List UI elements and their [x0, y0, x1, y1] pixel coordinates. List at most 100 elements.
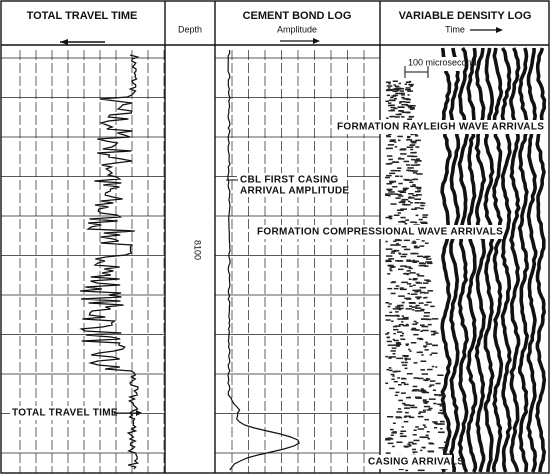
vdl-speckle	[394, 116, 400, 118]
vdl-speckle	[404, 272, 407, 275]
vdl-speckle	[389, 172, 396, 175]
vdl-speckle	[392, 90, 398, 92]
vdl-speckle	[412, 434, 417, 436]
vdl-speckle	[394, 146, 398, 148]
vdl-speckle	[413, 241, 417, 244]
vdl-speckle	[406, 270, 411, 272]
vdl-speckle	[412, 194, 418, 197]
vdl-speckle	[389, 181, 394, 184]
vdl-speckle	[395, 113, 402, 116]
vdl-speckle	[397, 331, 403, 333]
vdl-speckle	[397, 318, 404, 320]
vdl-speckle	[413, 245, 418, 247]
arrow-head	[136, 410, 142, 416]
vdl-speckle	[392, 338, 395, 341]
vdl-speckle	[385, 260, 392, 263]
vdl-speckle	[399, 432, 404, 435]
vdl-speckle	[411, 142, 417, 144]
vdl-speckle	[400, 92, 405, 95]
vdl-speckle	[389, 356, 396, 358]
vdl-speckle	[400, 335, 404, 337]
vdl-speckle	[427, 438, 430, 440]
vdl-speckle	[418, 302, 424, 304]
vdl-speckle	[417, 190, 421, 192]
vdl-speckle	[415, 397, 422, 399]
vdl-speckle	[386, 94, 391, 97]
vdl-speckle	[387, 102, 392, 104]
vdl-speckle	[423, 345, 428, 347]
vdl-speckle	[385, 333, 389, 335]
vdl-speckle	[408, 196, 412, 198]
vdl-speckle	[407, 443, 411, 445]
vdl-speckle	[385, 100, 390, 102]
vdl-speckle	[423, 402, 428, 404]
vdl-speckle	[403, 204, 411, 206]
vdl-speckle	[386, 117, 389, 119]
label-bg	[393, 57, 461, 71]
vdl-speckle	[388, 83, 391, 85]
vdl-speckle	[398, 295, 405, 297]
vdl-speckle	[405, 87, 411, 89]
vdl-speckle	[385, 452, 391, 454]
vdl-speckle	[398, 468, 404, 471]
vdl-speckle	[409, 272, 416, 274]
vdl-speckle	[398, 399, 403, 402]
vdl-speckle	[416, 337, 423, 340]
vdl-speckle	[390, 96, 394, 99]
vdl-speckle	[402, 364, 408, 366]
vdl-speckle	[427, 368, 433, 371]
vdl-speckle	[395, 345, 400, 347]
vdl-speckle	[414, 135, 419, 137]
vdl-speckle	[387, 144, 395, 146]
vdl-speckle	[420, 360, 427, 362]
vdl-speckle	[412, 385, 418, 388]
vdl-speckle	[391, 266, 396, 268]
vdl-speckle	[424, 418, 429, 421]
vdl-speckle	[386, 368, 390, 371]
vdl-speckle	[386, 89, 393, 91]
vdl-speckle	[424, 296, 428, 299]
vdl-speckle	[387, 87, 391, 89]
vdl-speckle	[398, 384, 402, 386]
vdl-speckle	[393, 214, 400, 216]
vdl-speckle	[404, 407, 408, 409]
vdl-speckle	[410, 406, 418, 409]
annotation: TOTAL TRAVEL TIME	[12, 408, 118, 419]
vdl-speckle	[439, 405, 444, 407]
vdl-speckle	[423, 312, 431, 314]
vdl-speckle	[400, 200, 406, 203]
vdl-speckle	[396, 307, 404, 310]
vdl-speckle	[422, 329, 429, 332]
vdl-speckle	[419, 194, 422, 196]
vdl-speckle	[404, 83, 408, 85]
vdl-speckle	[401, 361, 405, 364]
vdl-speckle	[387, 273, 391, 275]
vdl-speckle	[400, 148, 407, 150]
vdl-speckle	[389, 217, 393, 220]
vdl-speckle	[410, 329, 418, 331]
vdl-speckle	[398, 323, 404, 326]
vdl-speckle	[390, 281, 396, 284]
vdl-speckle	[420, 221, 427, 224]
vdl-speckle	[392, 88, 398, 91]
vdl-speckle	[390, 193, 398, 195]
vdl-speckle	[390, 169, 398, 172]
vdl-speckle	[397, 170, 401, 172]
vdl-speckle	[386, 85, 393, 87]
vdl-speckle	[411, 108, 415, 110]
vdl-speckle	[409, 350, 412, 352]
vdl-speckle	[405, 219, 410, 221]
vdl-speckle	[430, 330, 437, 333]
vdl-speckle	[405, 266, 411, 268]
vdl-speckle	[385, 193, 392, 195]
vdl-speckle	[400, 153, 407, 155]
vdl-speckle	[429, 380, 436, 382]
vdl-speckle	[389, 140, 395, 142]
vdl-speckle	[402, 317, 408, 319]
vdl-speckle	[413, 151, 417, 154]
vdl-speckle	[437, 403, 443, 405]
vdl-speckle	[432, 421, 438, 423]
vdl-speckle	[440, 420, 445, 423]
vdl-speckle	[409, 285, 413, 287]
vdl-speckle	[399, 88, 404, 90]
